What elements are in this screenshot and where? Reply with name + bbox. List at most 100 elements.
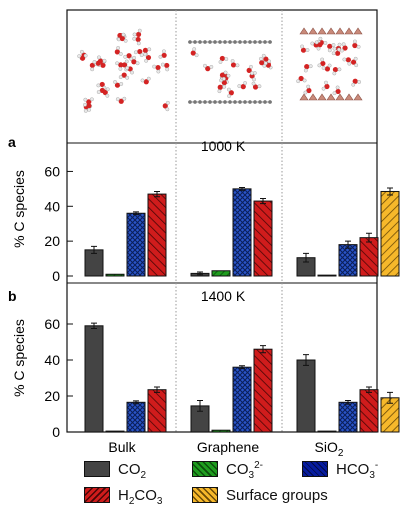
- silica-unit: [326, 93, 336, 101]
- atom-oxygen: [259, 60, 265, 66]
- error-bar-a-sio2-hco3: [345, 240, 351, 249]
- atom-hydrogen: [203, 63, 207, 68]
- error-bar-a-graphene-co2: [197, 271, 203, 276]
- legend-label-surface: Surface groups: [226, 486, 328, 504]
- atom-hydrogen: [317, 63, 322, 68]
- error-bar-a-sio2-co2: [303, 252, 309, 263]
- atom-hydrogen: [332, 46, 337, 51]
- silica-unit: [299, 27, 309, 35]
- atom-oxygen: [131, 59, 137, 65]
- atom-hydrogen: [222, 84, 227, 89]
- atom-hydrogen: [137, 28, 142, 33]
- atom-hydrogen: [357, 80, 362, 84]
- y-axis-label-a: % C species: [11, 170, 27, 248]
- atom-hydrogen: [356, 44, 361, 49]
- atom-hydrogen: [132, 32, 137, 37]
- legend-label-h2co3: H2CO3: [118, 486, 163, 507]
- x-label-graphene: Graphene: [197, 439, 259, 455]
- atom-hydrogen: [321, 86, 326, 91]
- error-bar-b-bulk-hco3: [133, 400, 139, 405]
- atom-hydrogen: [152, 64, 157, 69]
- atom-hydrogen: [252, 77, 256, 82]
- atom-hydrogen: [83, 102, 87, 107]
- error-bar-b-bulk-co2: [91, 322, 97, 329]
- atom-hydrogen: [235, 63, 240, 68]
- bar-a-sio2-surface: [380, 190, 400, 277]
- error-bar-b-sio2-h2co3: [366, 386, 372, 393]
- atom-hydrogen: [337, 42, 342, 47]
- bar-b-sio2-co2: [296, 359, 316, 433]
- atom-oxygen: [324, 83, 330, 90]
- atom-hydrogen: [250, 71, 254, 76]
- atom-oxygen: [114, 49, 120, 55]
- atom-oxygen: [89, 62, 95, 68]
- atom-hydrogen: [96, 90, 101, 94]
- atom-hydrogen: [300, 44, 304, 49]
- atom-oxygen: [300, 47, 307, 53]
- x-label-sio2: SiO2: [315, 439, 344, 459]
- legend-item-h2co3: H2CO3: [84, 485, 163, 507]
- atom-oxygen: [86, 103, 92, 109]
- snapshot-graphene: [188, 40, 273, 104]
- atom-hydrogen: [80, 49, 84, 54]
- legend-swatch-hco3: [302, 461, 328, 477]
- silica-unit: [335, 93, 345, 101]
- atom-oxygen: [252, 84, 259, 90]
- atom-hydrogen: [160, 62, 165, 67]
- error-bar-b-graphene-h2co3: [260, 345, 266, 354]
- atom-oxygen: [100, 62, 106, 68]
- bar-b-sio2-hco3: [338, 401, 358, 433]
- atom-oxygen: [219, 55, 225, 62]
- atom-oxygen: [155, 64, 161, 71]
- atom-oxygen: [298, 75, 304, 82]
- annotation-1000k: 1000 K: [201, 138, 246, 154]
- bar-b-graphene-hco3: [232, 366, 252, 433]
- atom-hydrogen: [327, 63, 332, 68]
- atom-hydrogen: [165, 100, 170, 105]
- atom-hydrogen: [327, 48, 332, 53]
- error-bar-b-sio2-co2: [303, 354, 309, 366]
- y-axis-label-b: % C species: [11, 319, 27, 397]
- atom-oxygen: [221, 80, 227, 86]
- error-bar-a-graphene-h2co3: [260, 197, 266, 205]
- atom-hydrogen: [332, 91, 337, 96]
- bar-b-graphene-co3: [211, 429, 231, 433]
- atom-oxygen: [122, 62, 128, 68]
- error-bar-a-sio2-surface: [387, 187, 393, 196]
- atom-oxygen: [135, 36, 141, 43]
- atom-hydrogen: [310, 41, 315, 46]
- atom-hydrogen: [340, 48, 344, 53]
- y-tick-label-b-20: 20: [44, 388, 60, 404]
- legend-label-co2: CO2: [118, 460, 147, 481]
- atom-hydrogen: [83, 53, 88, 58]
- atom-oxygen: [126, 53, 132, 59]
- atom-hydrogen: [249, 64, 253, 69]
- silica-unit: [353, 27, 363, 35]
- atom-hydrogen: [296, 79, 301, 84]
- atom-oxygen: [327, 43, 333, 49]
- y-tick-label-b-60: 60: [44, 316, 60, 332]
- atom-hydrogen: [118, 51, 123, 56]
- error-bar-b-graphene-co2: [197, 400, 203, 412]
- atom-hydrogen: [305, 48, 310, 52]
- atom-hydrogen: [140, 78, 145, 83]
- atom-oxygen: [263, 56, 269, 62]
- atom-hydrogen: [130, 70, 134, 75]
- atom-hydrogen: [353, 39, 357, 44]
- atom-oxygen: [217, 84, 223, 90]
- atom-hydrogen: [146, 76, 151, 81]
- atom-oxygen: [228, 90, 234, 96]
- atom-oxygen: [135, 31, 142, 38]
- atom-hydrogen: [321, 66, 326, 70]
- atom-hydrogen: [124, 59, 129, 64]
- atom-oxygen: [121, 72, 127, 78]
- bar-b-bulk-co3: [105, 430, 125, 433]
- atom-oxygen: [306, 87, 312, 94]
- silica-unit: [317, 93, 327, 101]
- atom-hydrogen: [221, 76, 226, 81]
- atom-oxygen: [351, 59, 357, 65]
- atom-hydrogen: [218, 60, 223, 64]
- atom-hydrogen: [337, 67, 342, 72]
- legend: CO2 CO32- HCO3- H2CO3 Surface groups: [80, 455, 420, 507]
- atom-hydrogen: [267, 59, 271, 64]
